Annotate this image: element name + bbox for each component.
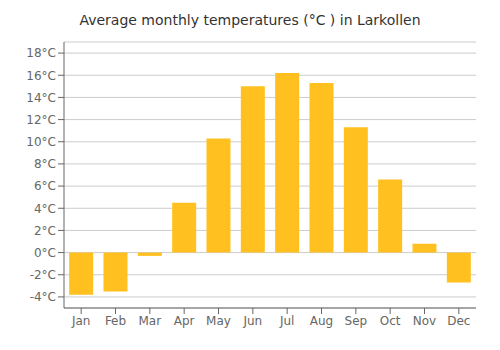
svg-text:2°C: 2°C [34,224,56,238]
html-text:Average monthly temperatures (: Average monthly temperatures (°C ) in La… [79,12,421,28]
svg-text:0°C: 0°C [34,246,56,260]
svg-text:May: May [206,314,231,328]
svg-text:Dec: Dec [447,314,470,328]
svg-text:Jan: Jan [71,314,91,328]
svg-text:Jun: Jun [242,314,262,328]
svg-text:14°C: 14°C [26,91,56,105]
svg-text:4°C: 4°C [34,202,56,216]
svg-text:Jul: Jul [279,314,294,328]
svg-text:Sep: Sep [345,314,368,328]
svg-text:18°C: 18°C [26,46,56,60]
svg-text:16°C: 16°C [26,69,56,83]
svg-text:12°C: 12°C [26,113,56,127]
svg-text:Apr: Apr [174,314,195,328]
svg-text:Nov: Nov [413,314,436,328]
svg-text:Feb: Feb [105,314,126,328]
svg-text:8°C: 8°C [34,157,56,171]
svg-text:Mar: Mar [139,314,162,328]
svg-text:-2°C: -2°C [30,268,56,282]
svg-text:Oct: Oct [380,314,401,328]
svg-text:6°C: 6°C [34,179,56,193]
svg-text:10°C: 10°C [26,135,56,149]
svg-text:Aug: Aug [310,314,333,328]
svg-text:-4°C: -4°C [30,290,56,304]
